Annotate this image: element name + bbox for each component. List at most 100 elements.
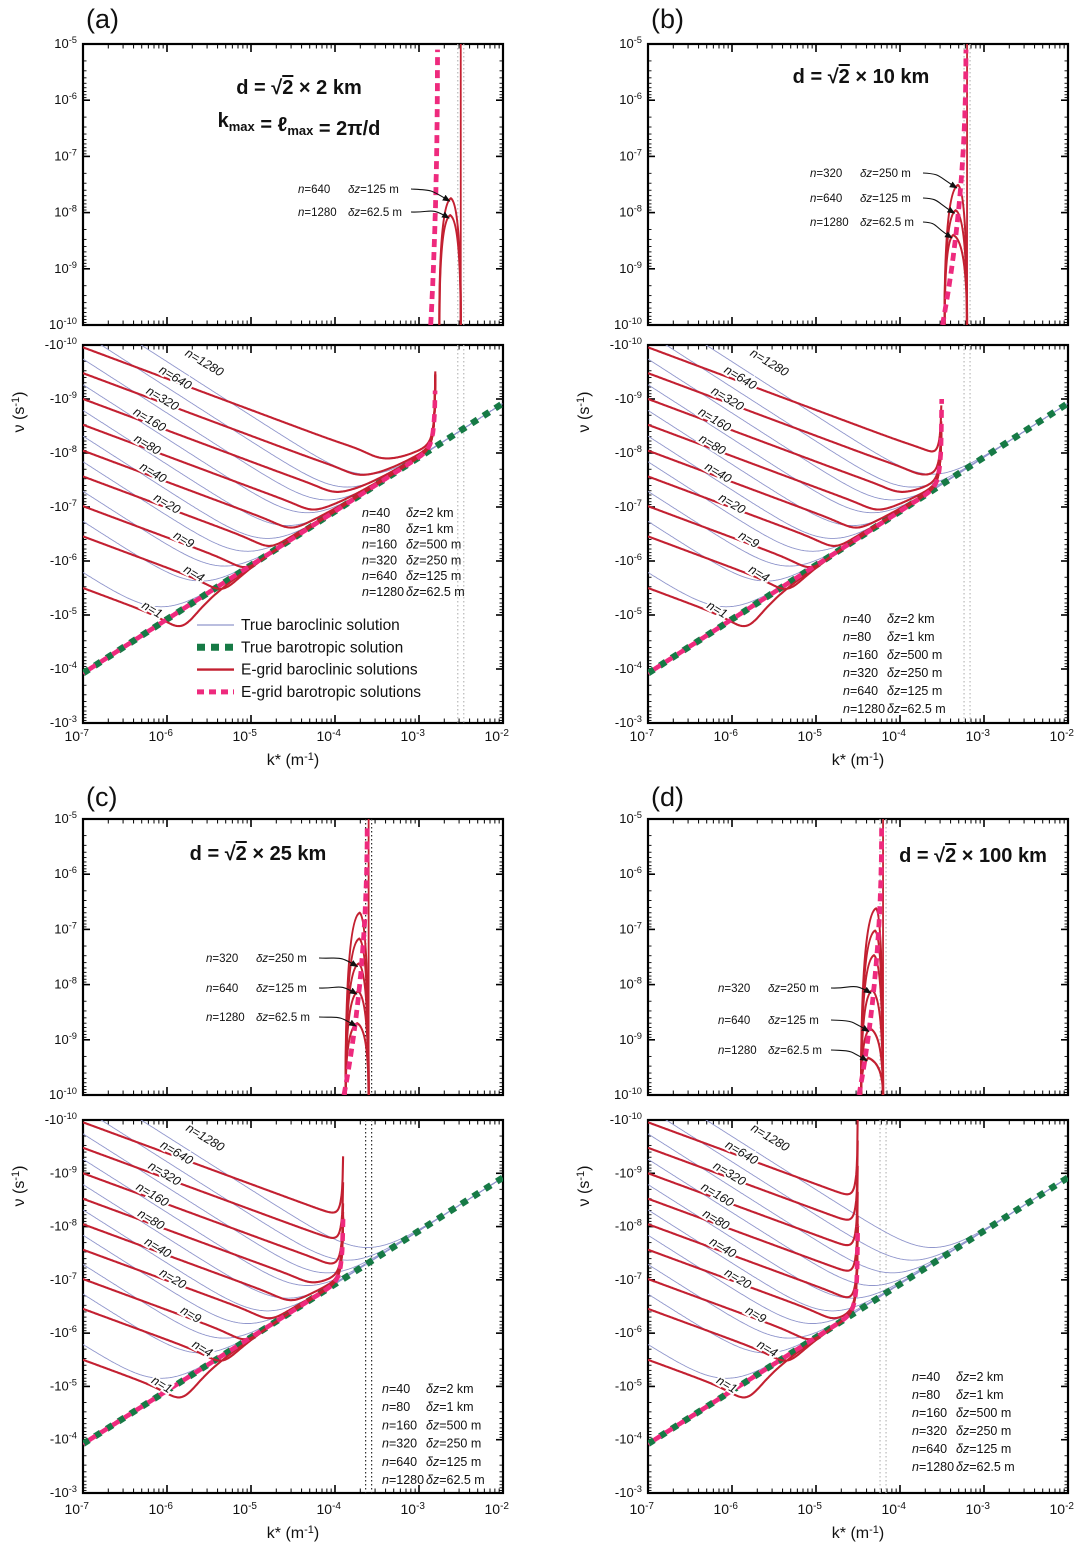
table-n-cell: n=80 bbox=[362, 522, 390, 536]
bottom-y-tick-label: -10-7 bbox=[50, 498, 77, 514]
egrid-baroclinic-curve-n40 bbox=[83, 375, 437, 529]
y-axis-title: ν (s-1) bbox=[10, 1166, 28, 1207]
mode-table-b: n=40 δz=2 km n=80 δz=1 km n=160 δz=500 m n=320… bbox=[843, 612, 946, 716]
top-axes-box-d bbox=[646, 817, 1070, 1097]
curve-label-n160: n=160 bbox=[131, 405, 168, 435]
top-y-tick-label: 10-9 bbox=[619, 260, 642, 276]
annotation-dz-c-2: δz=62.5 m bbox=[256, 1012, 310, 1024]
bottom-y-tick-label: -10-4 bbox=[615, 1431, 642, 1447]
table-dz-cell: δz=250 m bbox=[887, 666, 942, 680]
annotation-label-a-1: n=1280 bbox=[298, 207, 337, 219]
annotation-arrow-c-1 bbox=[318, 986, 358, 995]
panel-title-b: d = √2 × 10 km bbox=[793, 66, 930, 88]
true-baroclinic-curve-n320 bbox=[648, 358, 1068, 501]
panel-letter-b: (b) bbox=[651, 4, 684, 34]
bottom-y-tick-label: -10-5 bbox=[615, 606, 642, 622]
table-n-cell: n=160 bbox=[843, 648, 878, 662]
bottom-y-tick-label: -10-6 bbox=[615, 1324, 642, 1340]
curve-label-n4: n=4 bbox=[755, 1337, 780, 1360]
mode-table-a: n=40 δz=2 km n=80 δz=1 km n=160 δz=500 m n=320… bbox=[362, 506, 465, 599]
panel-title-c: d = √2 × 25 km bbox=[190, 843, 327, 865]
top-subplot-curves-a bbox=[428, 44, 462, 325]
curve-label-n160: n=160 bbox=[134, 1180, 171, 1210]
egrid-barotropic-curve bbox=[83, 1217, 346, 1446]
mode-table-d: n=40 δz=2 km n=80 δz=1 km n=160 δz=500 m n=320… bbox=[912, 1370, 1015, 1474]
bottom-y-tick-label: -10-3 bbox=[50, 1484, 77, 1500]
x-axis-title: k* (m-1) bbox=[267, 751, 319, 769]
annotation-dz-b-1: δz=125 m bbox=[860, 193, 911, 205]
curve-label-n640: n=640 bbox=[158, 1138, 195, 1168]
bottom-y-tick-label: -10-9 bbox=[50, 1164, 77, 1180]
x-tick-label: 10-6 bbox=[714, 1501, 739, 1517]
bottom-subplot-curves-b bbox=[648, 345, 1068, 677]
true-baroclinic-curve-n4 bbox=[648, 403, 1068, 582]
table-n-cell: n=320 bbox=[843, 666, 878, 680]
table-dz-cell: δz=1 km bbox=[887, 630, 935, 644]
annotation-label-d-0: n=320 bbox=[718, 983, 750, 995]
table-n-cell: n=640 bbox=[362, 569, 397, 583]
x-tick-label: 10-2 bbox=[485, 728, 510, 744]
table-n-cell: n=1280 bbox=[382, 1473, 424, 1487]
bottom-y-tick-label: -10-10 bbox=[610, 1111, 642, 1127]
panel-d: (d) 10-5 10-6 10-7 10-8 10-9 10-10 -10-10 -10-9 -… bbox=[575, 782, 1074, 1542]
x-axis-title: k* (m-1) bbox=[267, 1524, 319, 1542]
panel-a: (a) 10-5 10-6 10-7 10-8 10-9 10-10 -10-10 -10-9 -… bbox=[10, 4, 509, 769]
x-tick-label: 10-6 bbox=[149, 728, 174, 744]
egrid-baroclinic-curve-n640 bbox=[83, 1121, 345, 1214]
true-baroclinic-curve-n1280 bbox=[140, 345, 503, 475]
table-n-cell: n=160 bbox=[382, 1418, 417, 1432]
table-dz-cell: δz=250 m bbox=[956, 1424, 1011, 1438]
top-y-tick-label: 10-7 bbox=[619, 920, 642, 936]
egrid-barotropic-top-curve bbox=[341, 824, 370, 1095]
table-dz-cell: δz=2 km bbox=[887, 612, 935, 626]
true-baroclinic-curve-n320 bbox=[83, 1133, 503, 1274]
annotation-dz-a-1: δz=62.5 m bbox=[348, 207, 402, 219]
annotation-label-b-2: n=1280 bbox=[810, 217, 849, 229]
top-y-tick-label: 10-7 bbox=[54, 147, 77, 163]
true-baroclinic-curve-n320 bbox=[83, 358, 503, 501]
x-tick-label: 10-5 bbox=[798, 728, 823, 744]
x-tick-label: 10-4 bbox=[882, 1501, 907, 1517]
legend-label-red: E-grid baroclinic solutions bbox=[241, 662, 418, 679]
bottom-y-tick-label: -10-9 bbox=[615, 1164, 642, 1180]
y-axis-title: ν (s-1) bbox=[575, 1166, 593, 1207]
egrid-baroclinic-curve-n40 bbox=[83, 1215, 345, 1302]
legend-label-green: True barotropic solution bbox=[241, 639, 403, 656]
x-tick-label: 10-7 bbox=[65, 1501, 90, 1517]
annotation-arrow-b-2 bbox=[922, 221, 953, 239]
egrid-baroclinic-curve-n160 bbox=[648, 398, 943, 493]
curve-label-n320: n=320 bbox=[144, 384, 181, 414]
top-axes-box-a bbox=[81, 42, 505, 327]
curve-label-n1280: n=1280 bbox=[183, 346, 226, 380]
true-baroclinic-curve-n4 bbox=[83, 1177, 503, 1354]
table-dz-cell: δz=125 m bbox=[406, 569, 461, 583]
egrid-barotropic-top-curve bbox=[856, 824, 885, 1095]
annotation-label-b-1: n=640 bbox=[810, 193, 842, 205]
bottom-y-tick-label: -10-7 bbox=[615, 498, 642, 514]
table-dz-cell: δz=62.5 m bbox=[887, 702, 946, 716]
curve-label-n1: n=1 bbox=[704, 598, 729, 621]
top-y-tick-label: 10-6 bbox=[54, 91, 77, 107]
egrid-baroclinic-curve-n20 bbox=[83, 375, 437, 547]
panel-letter-a: (a) bbox=[86, 4, 119, 34]
egrid-barotropic-curve bbox=[648, 398, 944, 676]
bottom-y-tick-label: -10-3 bbox=[50, 714, 77, 730]
table-dz-cell: δz=500 m bbox=[406, 538, 461, 552]
annotation-arrow-d-2 bbox=[830, 1049, 868, 1062]
egrid-baroclinic-curve-n640 bbox=[648, 1120, 859, 1196]
bottom-y-tick-label: -10-5 bbox=[615, 1377, 642, 1393]
table-n-cell: n=80 bbox=[912, 1388, 940, 1402]
egrid-baroclinic-curve-n160 bbox=[648, 1165, 859, 1247]
table-dz-cell: δz=500 m bbox=[426, 1418, 481, 1432]
egrid-baroclinic-curve-n160 bbox=[83, 1172, 345, 1265]
legend-label-blue: True baroclinic solution bbox=[241, 617, 400, 634]
curve-label-n1: n=1 bbox=[139, 598, 164, 621]
table-dz-cell: δz=125 m bbox=[956, 1442, 1011, 1456]
top-y-tick-label: 10-8 bbox=[619, 204, 642, 220]
table-n-cell: n=80 bbox=[843, 630, 871, 644]
top-y-tick-label: 10-5 bbox=[619, 810, 642, 826]
x-tick-label: 10-5 bbox=[233, 728, 258, 744]
bottom-subplot-curves-d bbox=[648, 1120, 1068, 1447]
egrid-arc-1 bbox=[438, 213, 462, 325]
egrid-barotropic-top-curve bbox=[428, 49, 440, 325]
